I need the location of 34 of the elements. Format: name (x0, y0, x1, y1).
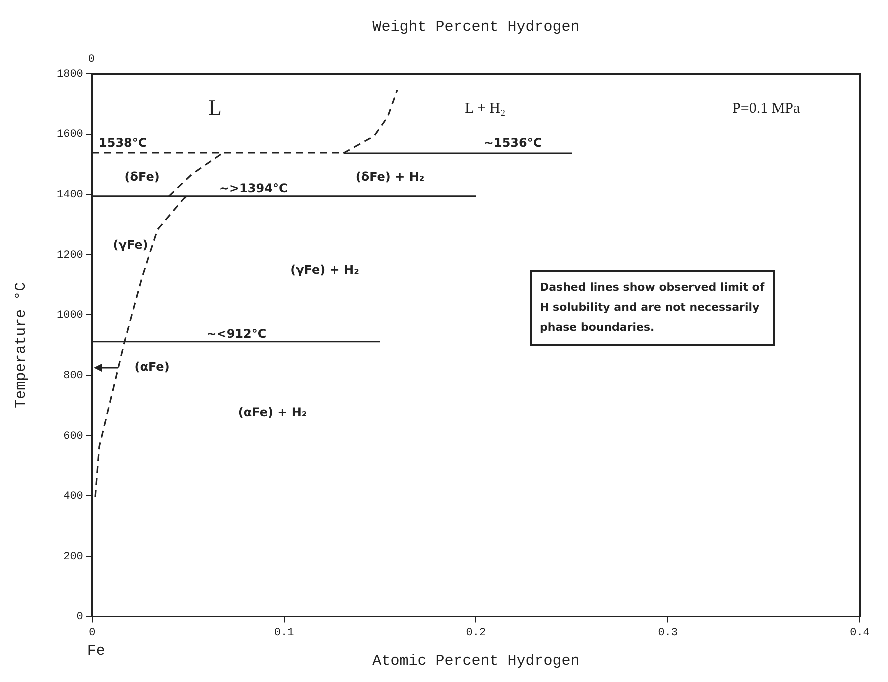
annotation: (δFe) (124, 170, 160, 184)
x-axis-title: Atomic Percent Hydrogen (372, 652, 580, 670)
x-tick-label: 0.3 (658, 627, 678, 640)
annotation: ~<912°C (206, 327, 267, 342)
x-tick-label: 0 (89, 627, 96, 640)
annotation: L + H₂ (465, 101, 506, 118)
annotation: (γFe) (113, 238, 148, 252)
y-tick-label: 600 (64, 430, 84, 443)
y-tick-label: 1600 (57, 129, 84, 142)
y-tick-label: 200 (64, 551, 84, 564)
annotation: (δFe) + H₂ (356, 170, 425, 184)
annotation: 1538°C (99, 136, 148, 150)
annotation: ~1536°C (484, 136, 542, 150)
x-tick-label: 0.4 (850, 627, 870, 640)
annotation: L (208, 95, 222, 120)
y-tick-label: 1200 (57, 250, 84, 262)
annotation: (γFe) + H₂ (290, 263, 360, 278)
y-tick-label: 400 (64, 491, 84, 504)
annotation: P=0.1 MPa (732, 101, 801, 118)
text: 0 (88, 54, 95, 66)
x-tick-label: 0.1 (274, 627, 295, 640)
annotation: (αFe) + H₂ (238, 405, 308, 420)
annotation: (αFe) (134, 360, 170, 374)
y-tick-label: 1800 (57, 68, 84, 81)
y-axis-title: Temperature °C (12, 282, 30, 408)
annotation: Dashed lines show observed limit of H solubility and are not necessarily phase boundaries. (530, 270, 775, 346)
y-tick-label: 800 (64, 370, 84, 382)
y-tick-label: 0 (76, 612, 84, 624)
annotation: ~>1394°C (219, 182, 288, 196)
text: Fe (87, 642, 106, 660)
x-tick-label: 0.2 (466, 627, 486, 640)
y-tick-label: 1400 (57, 190, 84, 202)
x2-axis-title: Weight Percent Hydrogen (372, 18, 580, 36)
y-tick-label: 1000 (57, 310, 84, 322)
